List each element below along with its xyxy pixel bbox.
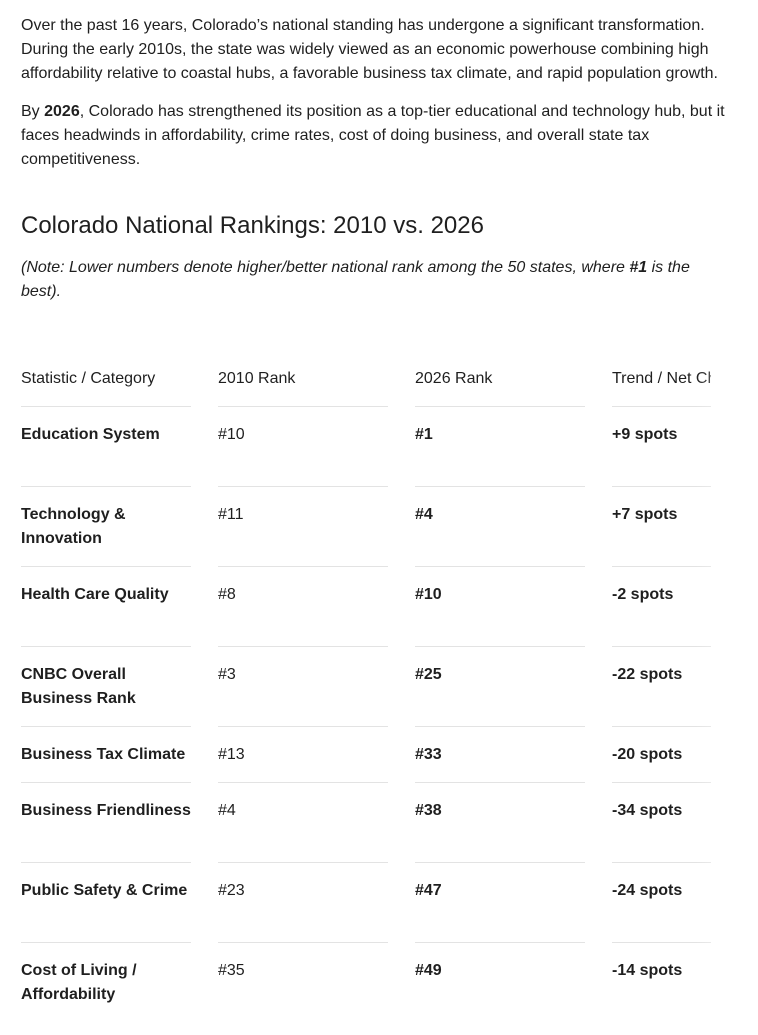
table-row: Business Friendliness #4 #38 -34 spots (21, 783, 758, 863)
row-trend: +7 spots (612, 487, 711, 567)
row-category: Technology & Innovation (21, 487, 191, 567)
table-row: Cost of Living / Affordability #35 #49 -… (21, 943, 758, 1023)
row-rank-2026: #38 (415, 783, 585, 863)
header-category: Statistic / Category (21, 355, 191, 407)
intro-paragraph-2-year: 2026 (44, 103, 80, 120)
table-row: Education System #10 #1 +9 spots (21, 407, 758, 487)
intro-paragraph-2-lead: By (21, 103, 45, 120)
row-rank-2010: #10 (218, 407, 388, 487)
table-row: Technology & Innovation #11 #4 +7 spots (21, 487, 758, 567)
row-trend: -34 spots (612, 783, 711, 863)
row-rank-2010: #11 (218, 487, 388, 567)
table-row: Health Care Quality #8 #10 -2 spots (21, 567, 758, 647)
row-category: CNBC Overall Business Rank (21, 647, 191, 727)
row-trend: +9 spots (612, 407, 711, 487)
row-rank-2026: #1 (415, 407, 585, 487)
rank-note-lead: (Note: Lower numbers denote higher/bette… (21, 259, 630, 276)
intro-paragraph-1: Over the past 16 years, Colorado’s natio… (21, 17, 718, 82)
table-header-row: Statistic / Category 2010 Rank 2026 Rank… (21, 355, 758, 407)
rank-note: (Note: Lower numbers denote higher/bette… (21, 256, 731, 304)
table-row: Business Tax Climate #13 #33 -20 spots (21, 727, 758, 783)
row-rank-2010: #35 (218, 962, 245, 979)
row-category: Health Care Quality (21, 567, 191, 647)
row-rank-2026: #4 (415, 487, 585, 567)
header-trend: Trend / Net Change (612, 355, 711, 407)
header-2026-rank: 2026 Rank (415, 355, 585, 407)
row-rank-2010: #8 (218, 567, 388, 647)
row-trend: -14 spots (612, 962, 683, 979)
rankings-table[interactable]: Statistic / Category 2010 Rank 2026 Rank… (21, 355, 758, 1035)
table-row: CNBC Overall Business Rank #3 #25 -22 sp… (21, 647, 758, 727)
section-heading: Colorado National Rankings: 2010 vs. 202… (21, 212, 484, 239)
article-body: Over the past 16 years, Colorado’s natio… (21, 14, 731, 304)
header-2010-rank: 2010 Rank (218, 355, 388, 407)
table-row: Public Safety & Crime #23 #47 -24 spots (21, 863, 758, 943)
row-trend: -22 spots (612, 647, 711, 727)
row-rank-2010: #3 (218, 647, 388, 727)
intro-paragraph-2: By 2026, Colorado has strengthened its p… (21, 100, 731, 172)
row-rank-2026: #33 (415, 727, 585, 783)
row-rank-2026: #10 (415, 567, 585, 647)
row-trend: -2 spots (612, 567, 711, 647)
row-category: Public Safety & Crime (21, 863, 191, 943)
row-category: Cost of Living / Affordability (21, 962, 137, 1003)
row-rank-2010: #23 (218, 863, 388, 943)
row-rank-2026: #47 (415, 863, 585, 943)
row-category: Business Friendliness (21, 783, 191, 863)
row-rank-2026: #49 (415, 962, 442, 979)
row-trend: -20 spots (612, 727, 711, 783)
row-rank-2010: #4 (218, 783, 388, 863)
rank-note-rest: is the best). (21, 259, 690, 300)
intro-paragraph-2-rest: , Colorado has strengthened its position… (21, 103, 725, 168)
rank-note-bold: #1 (629, 259, 648, 276)
row-category: Business Tax Climate (21, 727, 191, 783)
row-rank-2026: #25 (415, 647, 585, 727)
row-category: Education System (21, 407, 191, 487)
row-trend: -24 spots (612, 863, 711, 943)
row-rank-2010: #13 (218, 727, 388, 783)
